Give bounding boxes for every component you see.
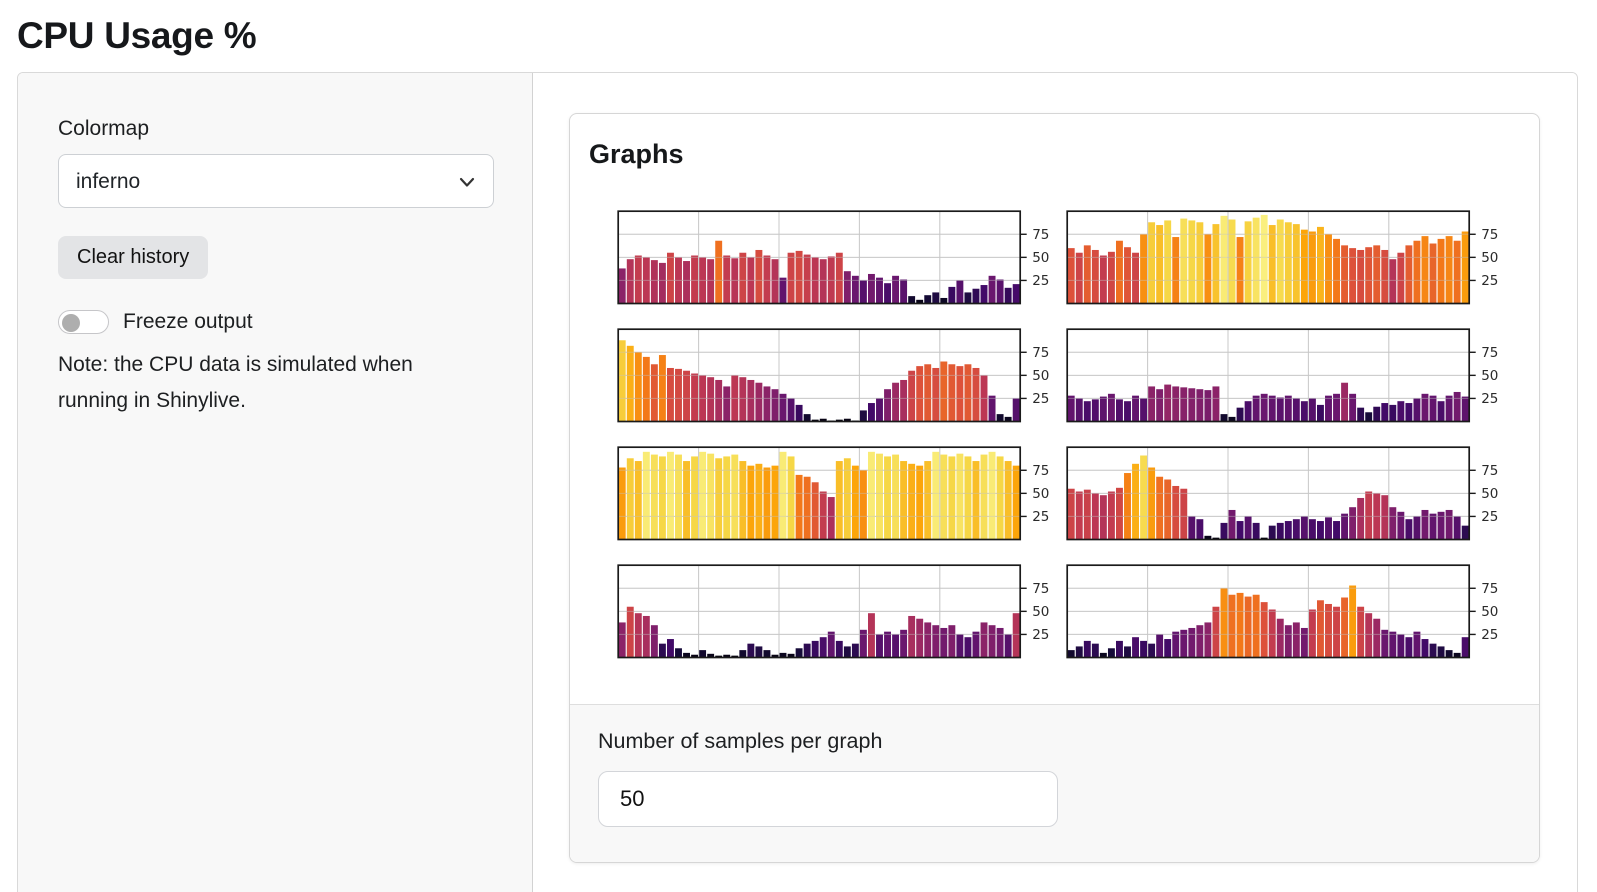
svg-text:25: 25 (1481, 273, 1498, 289)
svg-text:25: 25 (1032, 273, 1049, 289)
svg-text:50: 50 (1032, 604, 1049, 620)
page-title: CPU Usage % (17, 14, 1597, 58)
freeze-output-row: Freeze output (58, 310, 492, 334)
svg-text:50: 50 (1032, 486, 1049, 502)
svg-text:25: 25 (1481, 509, 1498, 525)
graphs-card-body: Graphs 25 50 75 25 50 75 25 50 75 25 50 75 25 50 7… (570, 114, 1539, 704)
svg-text:75: 75 (1481, 345, 1498, 361)
cpu-graph: 25 50 75 (617, 446, 1057, 541)
samples-section: Number of samples per graph (570, 704, 1539, 862)
svg-text:25: 25 (1481, 391, 1498, 407)
charts-grid: 25 50 75 25 50 75 25 50 75 25 50 75 25 50 75 25 50 7… (617, 210, 1539, 659)
cpu-graph: 25 50 75 (617, 210, 1057, 305)
svg-text:50: 50 (1481, 250, 1498, 266)
svg-text:75: 75 (1032, 581, 1049, 597)
samples-label: Number of samples per graph (598, 729, 1511, 754)
colormap-select[interactable]: inferno (58, 154, 494, 208)
main-panel: Graphs 25 50 75 25 50 75 25 50 75 25 50 75 25 50 7… (533, 73, 1577, 892)
svg-text:75: 75 (1481, 463, 1498, 479)
svg-text:75: 75 (1032, 227, 1049, 243)
svg-text:25: 25 (1032, 509, 1049, 525)
graphs-card: Graphs 25 50 75 25 50 75 25 50 75 25 50 75 25 50 7… (569, 113, 1540, 863)
cpu-graph: 25 50 75 (617, 328, 1057, 423)
svg-text:25: 25 (1032, 391, 1049, 407)
svg-text:75: 75 (1032, 345, 1049, 361)
clear-history-button[interactable]: Clear history (58, 236, 208, 279)
graphs-card-title: Graphs (589, 138, 1539, 170)
svg-text:50: 50 (1481, 486, 1498, 502)
cpu-graph: 25 50 75 (617, 564, 1057, 659)
colormap-select-wrap: inferno (58, 154, 494, 208)
svg-text:25: 25 (1032, 627, 1049, 643)
svg-text:75: 75 (1481, 227, 1498, 243)
svg-text:50: 50 (1032, 368, 1049, 384)
svg-text:50: 50 (1032, 250, 1049, 266)
svg-text:25: 25 (1481, 627, 1498, 643)
svg-text:50: 50 (1481, 368, 1498, 384)
toggle-knob (62, 314, 80, 332)
freeze-output-toggle[interactable] (58, 310, 109, 334)
cpu-graph: 25 50 75 (1066, 210, 1506, 305)
samples-input[interactable] (598, 771, 1058, 827)
sidebar: Colormap inferno Clear history Freeze ou… (18, 73, 533, 892)
svg-text:50: 50 (1481, 604, 1498, 620)
cpu-graph: 25 50 75 (1066, 446, 1506, 541)
simulation-note: Note: the CPU data is simulated when run… (58, 347, 483, 419)
svg-text:75: 75 (1032, 463, 1049, 479)
freeze-output-label: Freeze output (123, 310, 253, 334)
cpu-graph: 25 50 75 (1066, 564, 1506, 659)
layout-container: Colormap inferno Clear history Freeze ou… (17, 72, 1578, 892)
cpu-graph: 25 50 75 (1066, 328, 1506, 423)
svg-text:75: 75 (1481, 581, 1498, 597)
colormap-label: Colormap (58, 117, 492, 141)
